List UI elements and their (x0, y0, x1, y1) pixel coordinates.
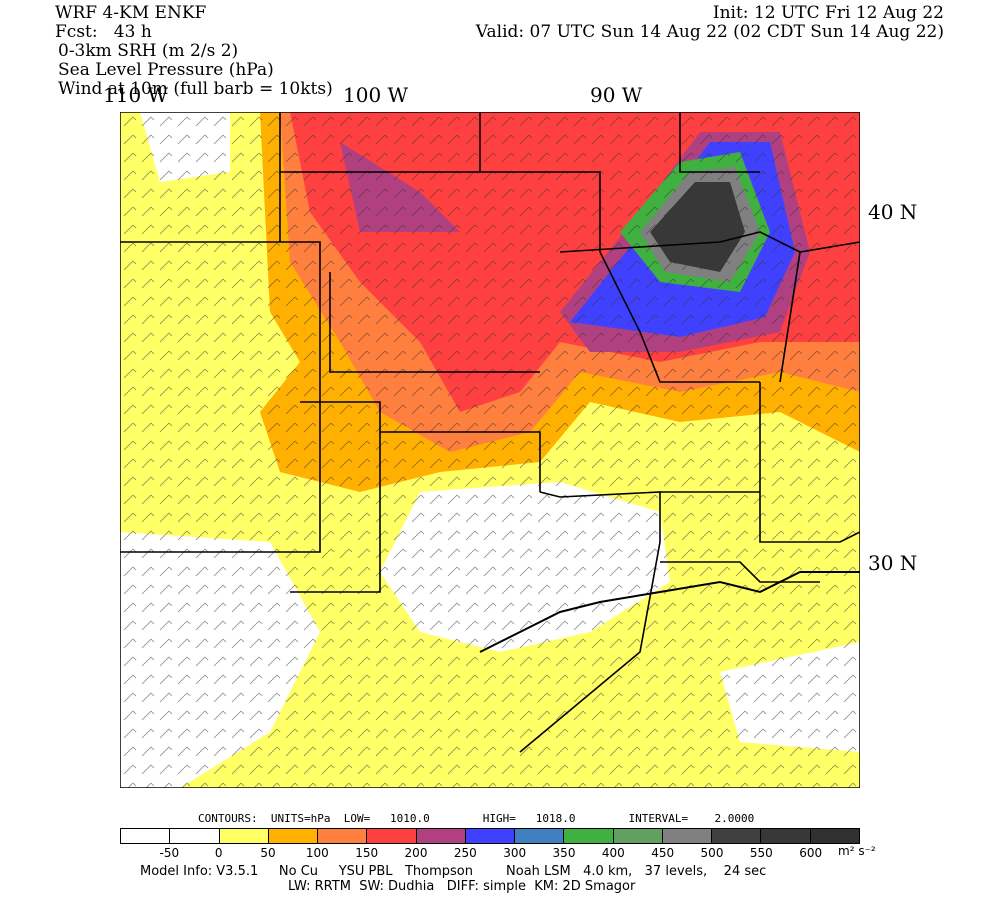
model-title: WRF 4-KM ENKF (55, 3, 207, 23)
colorbar-tick-label: -50 (159, 846, 180, 860)
colorbar-swatch (318, 829, 368, 843)
lon-label-100w: 100 W (343, 83, 409, 107)
colorbar-tick-label: 350 (552, 846, 576, 860)
colorbar-swatch (613, 829, 663, 843)
colorbar-tick-label: 600 (799, 846, 823, 860)
colorbar-units: m² s⁻² (838, 844, 876, 858)
field-slp-label: Sea Level Pressure (hPa) (58, 60, 274, 80)
model-info-line2: LW: RRTM SW: Dudhia DIFF: simple KM: 2D … (288, 879, 636, 894)
colorbar-tick-label: 50 (260, 846, 276, 860)
field-wind-label: Wind at 10m (full barb = 10kts) (58, 79, 333, 99)
colorbar-swatch (367, 829, 417, 843)
colorbar-tick-label: 450 (651, 846, 675, 860)
colorbar-swatch (761, 829, 811, 843)
srh-map (120, 112, 860, 788)
gulf-coastline (479, 571, 860, 653)
colorbar-swatch (465, 829, 516, 843)
colorbar-swatch (564, 829, 614, 843)
lon-label-110w: 110 W (103, 83, 169, 107)
init-time: Init: 12 UTC Fri 12 Aug 22 (712, 3, 944, 23)
colorbar-tick-label: 550 (749, 846, 773, 860)
model-info-line1: Model Info: V3.5.1 No Cu YSU PBL Thompso… (140, 864, 767, 879)
colorbar-swatch (268, 829, 319, 843)
colorbar-swatch (515, 829, 565, 843)
colorbar-swatch (662, 829, 713, 843)
colorbar-tick-label: 500 (700, 846, 724, 860)
contour-info: CONTOURS: UNITS=hPa LOW= 1010.0 HIGH= 10… (198, 812, 755, 825)
colorbar-swatch (121, 829, 171, 843)
colorbar-swatch (219, 829, 269, 843)
lon-label-90w: 90 W (590, 83, 643, 107)
colorbar-swatch (170, 829, 220, 843)
colorbar-tick-label: 0 (214, 846, 223, 860)
lat-label-30n: 30 N (868, 551, 918, 575)
srh-colorbar (120, 828, 860, 844)
colorbar-tick-label: 200 (404, 846, 428, 860)
wind-barb-field (120, 112, 860, 788)
forecast-hour: Fcst: 43 h (55, 22, 152, 42)
lat-label-40n: 40 N (868, 200, 918, 224)
colorbar-tick-label: 400 (601, 846, 625, 860)
state-boundaries (120, 112, 860, 753)
colorbar-tick-label: 150 (355, 846, 379, 860)
valid-time: Valid: 07 UTC Sun 14 Aug 22 (02 CDT Sun … (475, 22, 944, 42)
colorbar-swatch (810, 829, 859, 843)
colorbar-swatch (416, 829, 466, 843)
colorbar-tick-label: 250 (453, 846, 477, 860)
colorbar-swatch (712, 829, 762, 843)
colorbar-tick-label: 300 (503, 846, 527, 860)
colorbar-labels: -50 0 50 100 150 200 250 300 350 400 450 500 550 600 (120, 846, 860, 860)
field-srh-label: 0-3km SRH (m 2/s 2) (58, 41, 239, 61)
colorbar-tick-label: 100 (305, 846, 329, 860)
